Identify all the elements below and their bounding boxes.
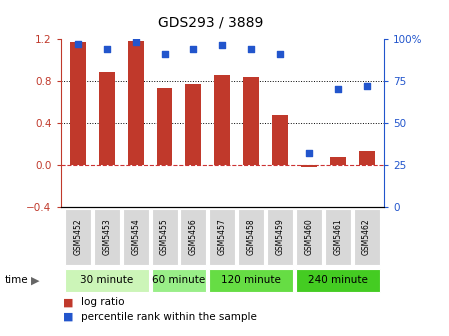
Point (190, 46, 197, 51)
Text: ■: ■ (63, 297, 73, 307)
Text: 240 minute: 240 minute (308, 276, 368, 285)
Text: GSM5459: GSM5459 (276, 219, 285, 255)
Text: percentile rank within the sample: percentile rank within the sample (81, 311, 257, 322)
Point (334, 86, 341, 92)
Bar (359, 151, 374, 165)
Point (103, 46, 110, 51)
Text: ▶: ▶ (31, 276, 39, 285)
Bar (243, 78, 259, 165)
Text: GSM5453: GSM5453 (102, 219, 111, 255)
Bar (325, 209, 351, 265)
Text: GDS293 / 3889: GDS293 / 3889 (158, 15, 264, 29)
Bar (65, 209, 91, 265)
Text: 60 minute: 60 minute (152, 276, 206, 285)
Bar (180, 209, 207, 265)
Text: time: time (4, 276, 28, 285)
Point (161, 51, 168, 56)
Bar (151, 209, 177, 265)
Text: GSM5462: GSM5462 (362, 219, 371, 255)
Bar (185, 84, 201, 165)
Bar (209, 269, 293, 292)
Text: GSM5458: GSM5458 (247, 219, 255, 255)
Point (363, 83, 370, 88)
Bar (330, 157, 346, 165)
Bar (209, 209, 235, 265)
Bar (157, 88, 172, 165)
Bar (128, 41, 144, 165)
Text: GSM5461: GSM5461 (333, 219, 342, 255)
Bar (70, 42, 86, 165)
Bar (94, 209, 120, 265)
Text: log ratio: log ratio (81, 297, 124, 307)
Point (132, 39, 139, 45)
Point (219, 43, 226, 48)
Bar (354, 209, 379, 265)
Bar (65, 269, 149, 292)
Point (277, 51, 284, 56)
Text: ■: ■ (63, 311, 73, 322)
Text: GSM5460: GSM5460 (304, 219, 313, 255)
Text: GSM5454: GSM5454 (131, 219, 140, 255)
Bar (151, 269, 207, 292)
Point (305, 150, 313, 156)
Point (247, 46, 255, 51)
Bar (272, 115, 288, 165)
Bar (267, 209, 293, 265)
Bar (296, 269, 379, 292)
Text: GSM5455: GSM5455 (160, 219, 169, 255)
Bar (214, 75, 230, 165)
Text: GSM5452: GSM5452 (74, 219, 83, 255)
Text: GSM5456: GSM5456 (189, 219, 198, 255)
Bar (99, 72, 115, 165)
Text: 30 minute: 30 minute (80, 276, 133, 285)
Point (75, 41, 82, 46)
Bar (296, 209, 322, 265)
Bar (238, 209, 264, 265)
Bar (123, 209, 149, 265)
Bar (301, 165, 317, 167)
Text: 120 minute: 120 minute (221, 276, 281, 285)
Text: GSM5457: GSM5457 (218, 219, 227, 255)
